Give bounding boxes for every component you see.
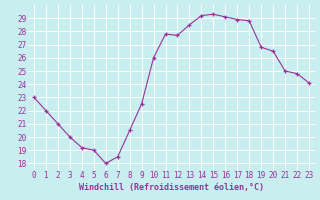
X-axis label: Windchill (Refroidissement éolien,°C): Windchill (Refroidissement éolien,°C) <box>79 183 264 192</box>
